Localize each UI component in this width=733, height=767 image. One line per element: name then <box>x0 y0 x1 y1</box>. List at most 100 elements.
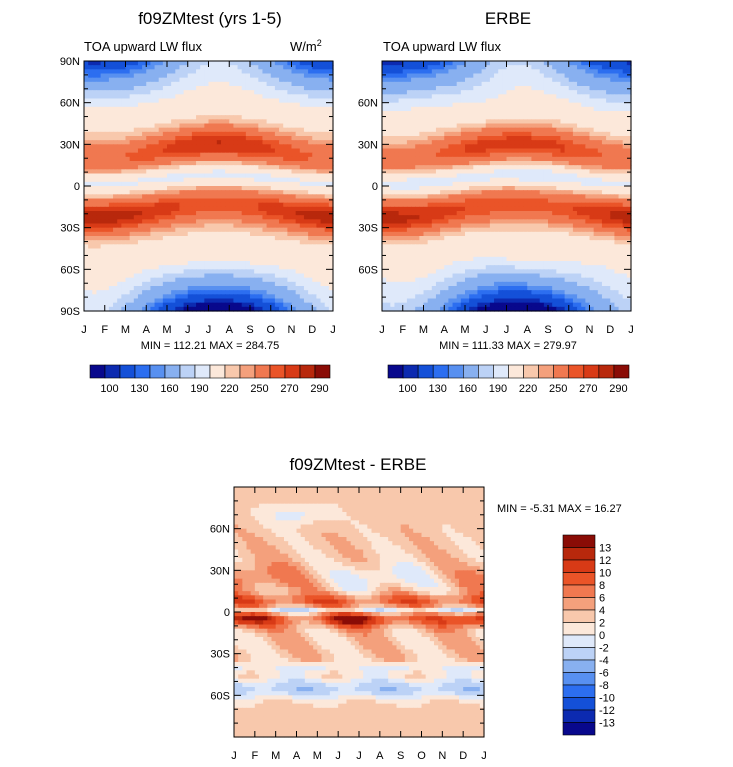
panel-model-cell <box>245 102 251 108</box>
panel-model-cell <box>295 206 301 212</box>
panel-obs-cell <box>498 65 503 70</box>
panel-model-cell <box>287 102 293 108</box>
panel-model-cell <box>274 136 280 141</box>
panel-obs-cell <box>597 65 603 70</box>
panel-model-cell <box>295 281 301 287</box>
panel-model-cell <box>291 161 297 166</box>
panel-model-cell <box>254 169 259 175</box>
panel-model-cell <box>245 244 251 250</box>
panel-model-cell <box>212 198 218 204</box>
panel-model-cell <box>279 244 284 250</box>
panel-obs-cell <box>614 136 620 141</box>
panel-model-cell <box>237 198 243 204</box>
panel-model-cell <box>308 281 313 287</box>
panel-model-cell <box>291 173 297 179</box>
panel-model-cell <box>270 252 276 258</box>
panel-model-cell <box>133 148 139 154</box>
panel-model-cell <box>200 161 205 166</box>
panel-model-cell <box>167 277 172 283</box>
panel-model-cell <box>150 119 156 125</box>
panel-model-cell <box>167 123 172 129</box>
panel-obs-cell <box>398 77 404 83</box>
panel-model-cell <box>175 190 181 195</box>
panel-model-cell <box>88 302 93 308</box>
panel-model-cell <box>312 265 317 270</box>
panel-model-cell <box>88 81 93 87</box>
panel-model-cell <box>150 173 156 179</box>
panel-model-cell <box>266 240 272 245</box>
panel-model-cell <box>167 236 172 241</box>
panel-model-cell <box>320 277 326 283</box>
panel-obs-cell <box>593 115 599 120</box>
panel-obs-cell <box>386 73 391 79</box>
panel-model-cell <box>279 202 284 208</box>
panel-model-cell <box>229 186 234 191</box>
panel-model-cell <box>320 77 326 83</box>
panel-obs-cell <box>543 111 549 116</box>
panel-obs-cell <box>473 127 479 133</box>
panel-model-cell <box>220 261 226 266</box>
panel-obs-cell <box>560 102 566 108</box>
panel-model-cell <box>100 119 106 125</box>
panel-model-cell <box>100 102 106 108</box>
panel-obs-cell <box>481 81 487 87</box>
panel-model: f09ZMtest (yrs 1-5) TOA upward LW flux W… <box>60 9 336 395</box>
panel-model-cell <box>167 102 172 108</box>
panel-model-cell <box>196 169 201 175</box>
panel-model-cell <box>328 194 334 200</box>
panel-obs-cell <box>585 106 591 112</box>
panel-model-cell <box>137 194 143 200</box>
panel-model-cell <box>270 61 276 66</box>
panel-model-cell <box>191 227 197 233</box>
panel-model-cell <box>150 90 156 95</box>
panel-model-cell <box>154 69 160 75</box>
panel-model-cell <box>146 302 151 308</box>
panel-model-cell <box>216 181 222 187</box>
panel-model-cell <box>191 69 197 75</box>
panel-model-cell <box>250 131 255 137</box>
panel-model-cell <box>142 231 147 237</box>
panel-model-cell <box>291 206 297 212</box>
panel-obs-cell <box>435 106 441 112</box>
panel-model-cell <box>208 194 214 200</box>
panel-model-cell <box>220 236 226 241</box>
panel-model-cell <box>204 152 210 158</box>
panel-obs-cell <box>589 127 595 133</box>
panel-obs-cell <box>572 102 578 108</box>
panel-model-cell <box>308 261 313 266</box>
panel-model-cell <box>196 186 201 191</box>
panel-model-cell <box>316 102 322 108</box>
panel-obs-cell <box>423 131 429 137</box>
panel-model-cell <box>291 102 297 108</box>
panel-model-cell <box>270 98 276 104</box>
panel-model-cell <box>92 177 98 183</box>
panel-model-cell <box>328 177 334 183</box>
panel-model-cell <box>187 140 193 145</box>
panel-model-cell <box>328 236 334 241</box>
panel-model-cell <box>191 290 197 295</box>
panel-model-cell <box>287 90 293 95</box>
panel-obs-cell <box>606 119 611 125</box>
panel-model-cell <box>316 306 322 312</box>
panel-model-cell <box>216 156 222 162</box>
panel-model-cell <box>208 302 214 308</box>
panel-model-cell <box>287 177 293 183</box>
panel-obs-cell <box>386 115 391 120</box>
panel-obs-cell <box>577 73 582 79</box>
panel-obs-cell <box>469 123 474 129</box>
panel-model-cell <box>146 223 151 229</box>
panel-obs-cell <box>423 136 429 141</box>
panel-obs-cell <box>531 65 537 70</box>
panel-model-cell <box>125 152 131 158</box>
panel-model-cell <box>88 152 93 158</box>
panel-model-cell <box>154 127 160 133</box>
panel-model-title: f09ZMtest (yrs 1-5) <box>138 9 282 28</box>
panel-model-cell <box>274 202 280 208</box>
panel-model-cell <box>150 65 156 70</box>
panel-obs-cell <box>431 123 437 129</box>
panel-obs-cell <box>531 111 537 116</box>
panel-model-cell <box>142 190 147 195</box>
panel-model-cell <box>303 211 309 216</box>
panel-obs-cell <box>494 77 499 83</box>
panel-model-cell <box>266 165 272 170</box>
